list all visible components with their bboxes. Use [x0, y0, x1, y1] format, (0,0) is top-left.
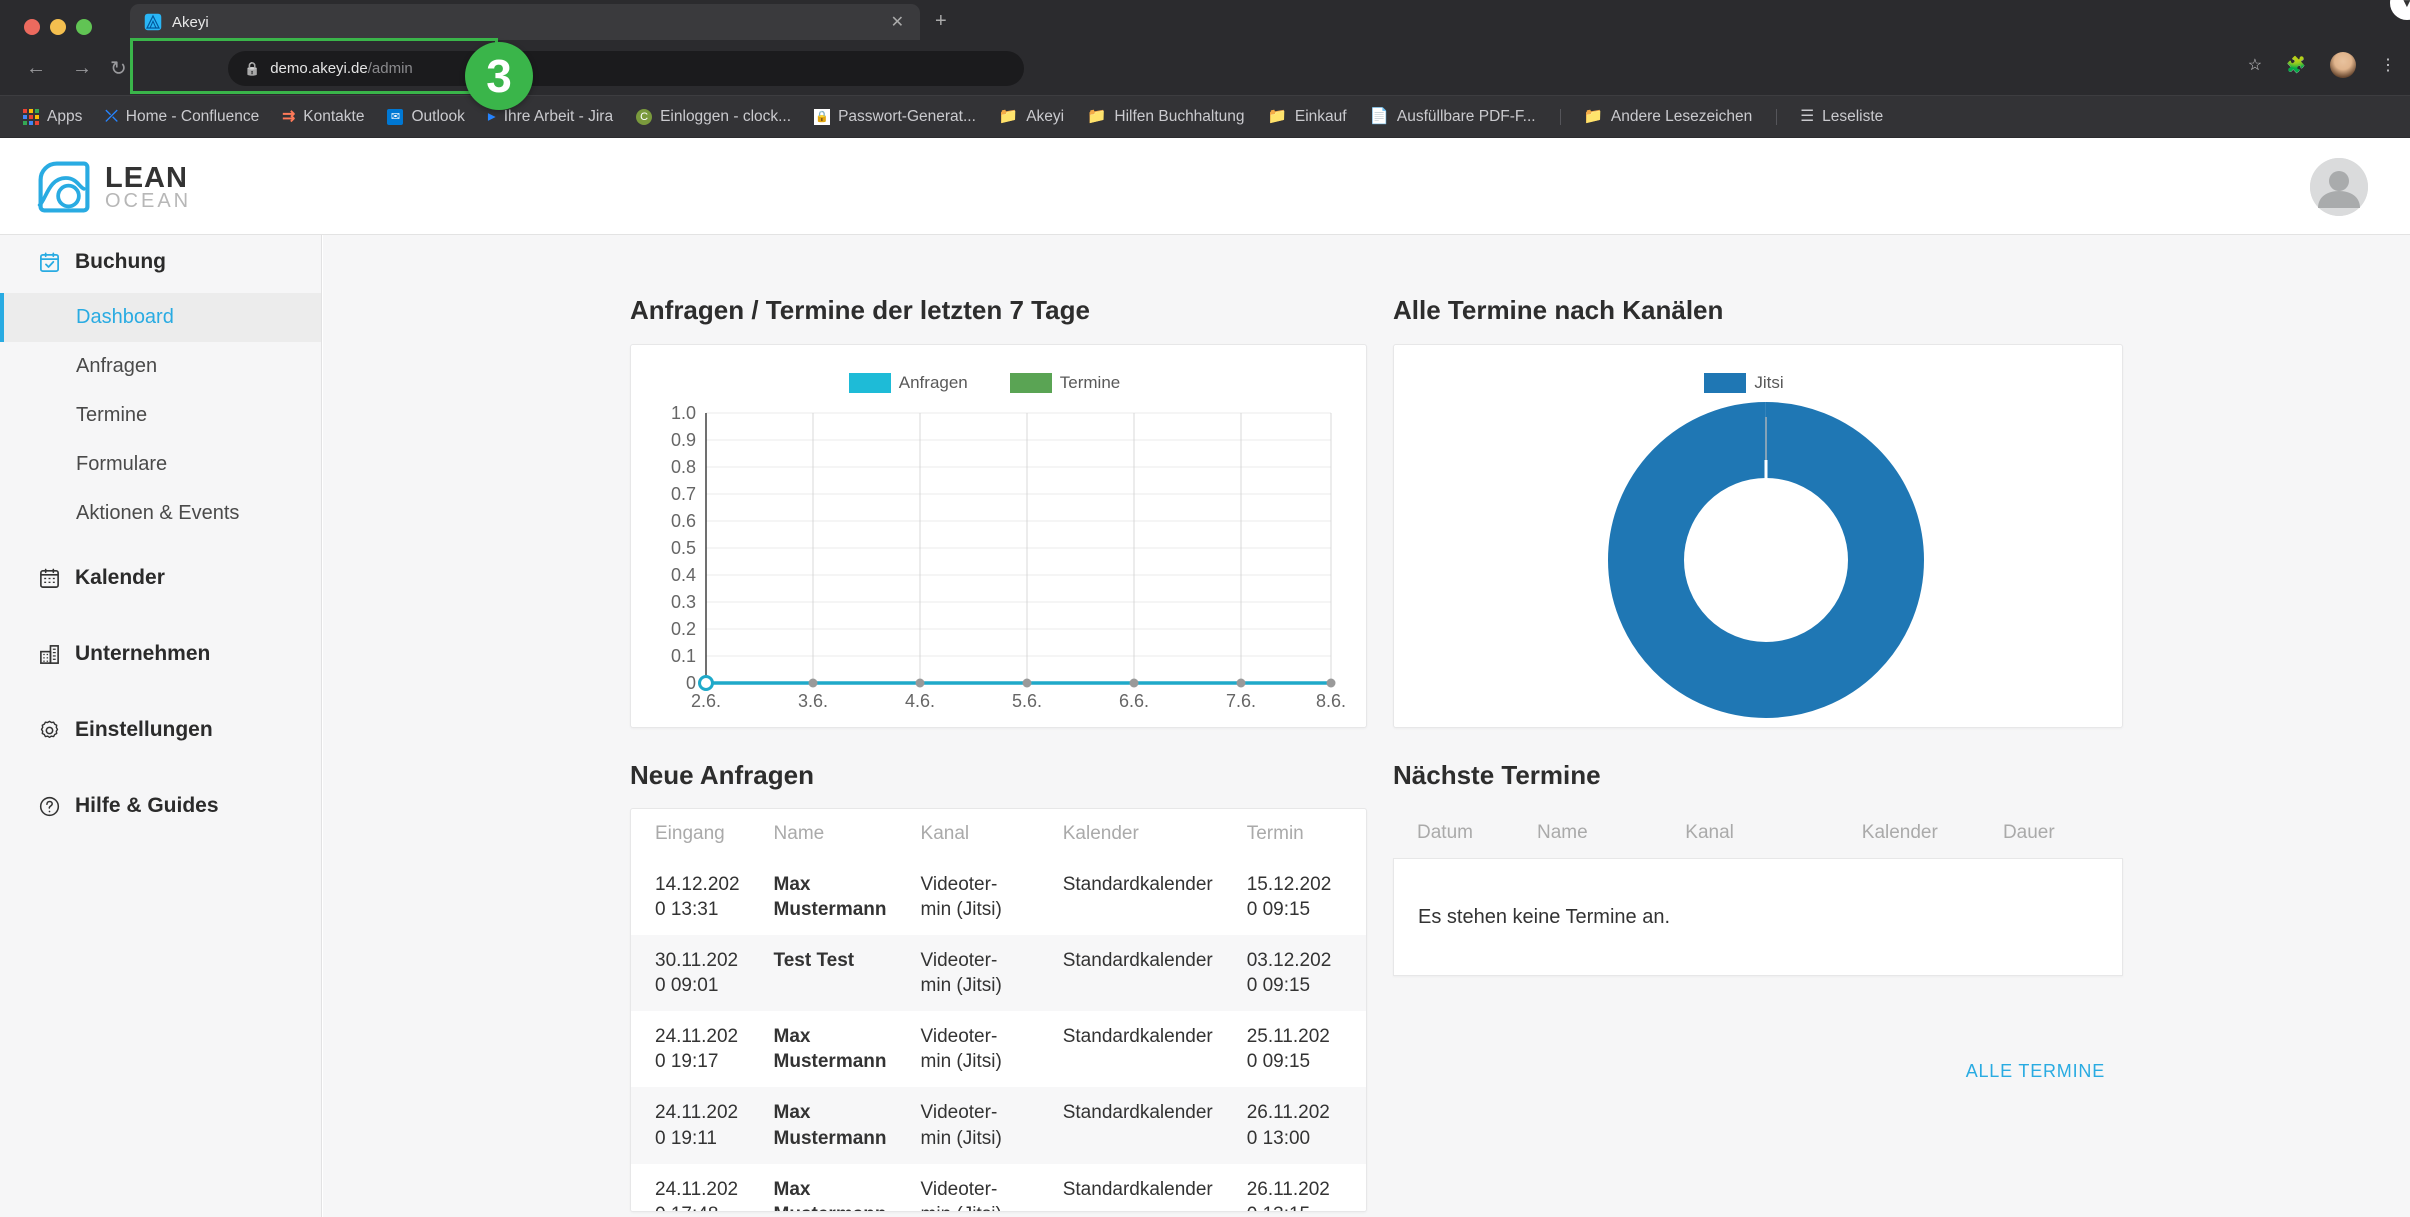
svg-text:5.6.: 5.6. — [1012, 691, 1042, 711]
svg-text:0.5: 0.5 — [671, 538, 696, 558]
svg-text:2.6.: 2.6. — [691, 691, 721, 711]
svg-text:0: 0 — [686, 673, 696, 693]
svg-text:0.2: 0.2 — [671, 619, 696, 639]
svg-text:6.6.: 6.6. — [1119, 691, 1149, 711]
svg-text:0.8: 0.8 — [671, 457, 696, 477]
svg-text:0.3: 0.3 — [671, 592, 696, 612]
svg-text:4.6.: 4.6. — [905, 691, 935, 711]
svg-text:3.6.: 3.6. — [798, 691, 828, 711]
svg-text:7.6.: 7.6. — [1226, 691, 1256, 711]
svg-text:0.9: 0.9 — [671, 430, 696, 450]
svg-text:0.4: 0.4 — [671, 565, 696, 585]
svg-text:8.6.: 8.6. — [1316, 691, 1346, 711]
svg-text:0.6: 0.6 — [671, 511, 696, 531]
svg-text:0.1: 0.1 — [671, 646, 696, 666]
svg-text:1.0: 1.0 — [671, 405, 696, 423]
svg-text:0.7: 0.7 — [671, 484, 696, 504]
